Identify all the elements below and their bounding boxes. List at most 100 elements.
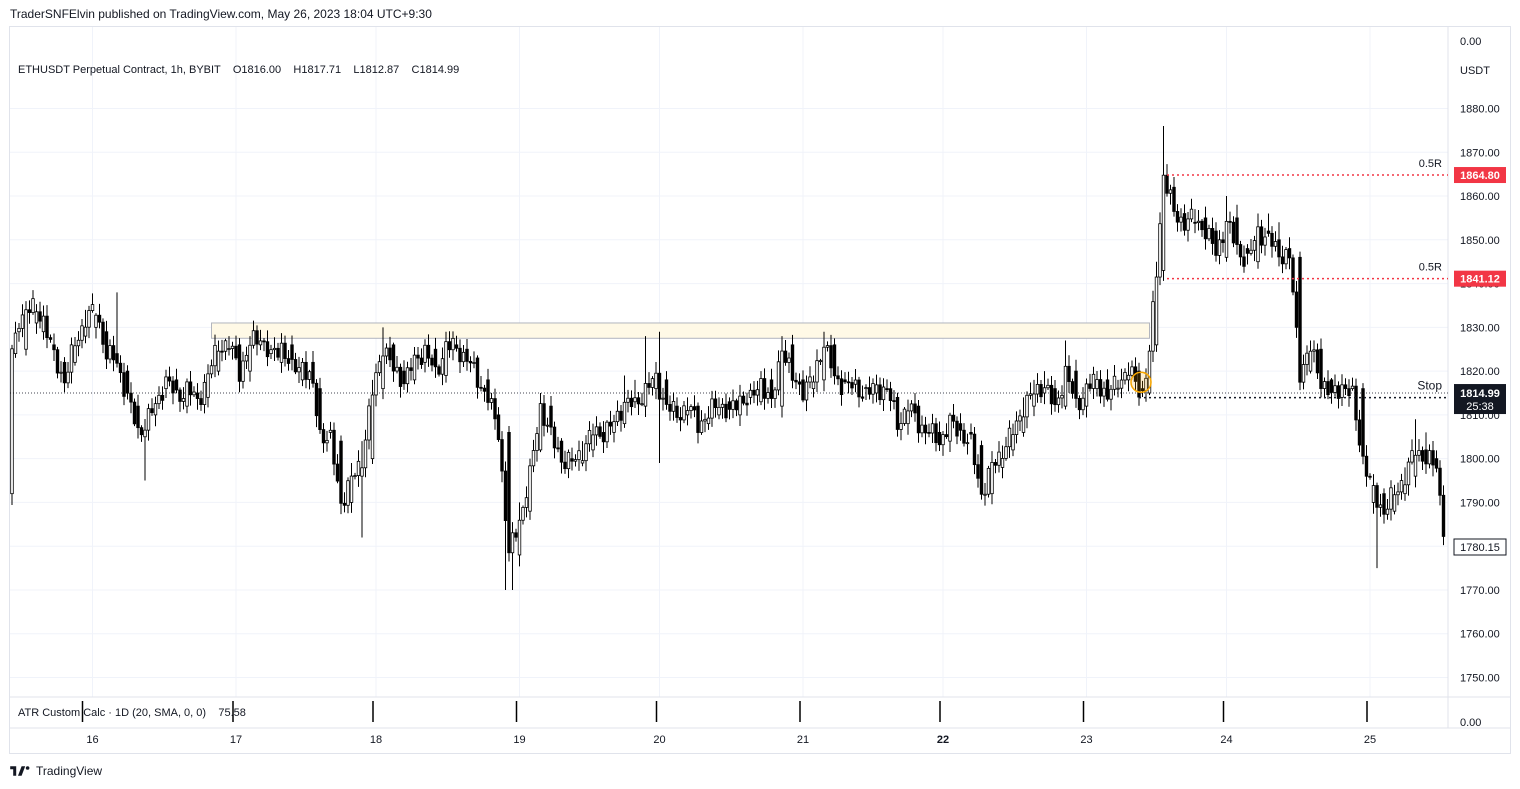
candle-body <box>843 379 847 383</box>
candle-body <box>402 370 406 385</box>
candle-body <box>832 344 837 377</box>
candle-body <box>1343 384 1348 390</box>
candle-body <box>1291 257 1295 293</box>
candle-body <box>1032 393 1036 407</box>
tradingview-brand[interactable]: TradingView <box>10 764 102 778</box>
candle-body <box>153 403 158 416</box>
candle-body <box>1165 174 1169 194</box>
candle-body <box>290 344 294 360</box>
candle-body <box>650 378 655 388</box>
candle-body <box>1172 186 1176 212</box>
candle-body <box>104 331 109 360</box>
candle-body <box>1158 223 1162 278</box>
candle-body <box>1375 485 1379 508</box>
candle-body <box>349 475 354 503</box>
candle-body <box>678 417 683 421</box>
candle-body <box>146 408 151 431</box>
candle-body <box>787 357 791 363</box>
candle-body <box>1021 416 1026 433</box>
candle-body <box>577 450 581 460</box>
candle-body <box>783 350 788 363</box>
candle-body <box>1025 394 1029 418</box>
candle-body <box>846 381 851 384</box>
candle-body <box>1067 365 1071 382</box>
candle-body <box>776 361 781 391</box>
candle-body <box>531 450 536 467</box>
candle-body <box>738 395 742 416</box>
candle-body <box>45 315 49 339</box>
candle-body <box>951 414 956 422</box>
candle-body <box>409 367 413 371</box>
candle-body <box>808 376 812 383</box>
candle-body <box>171 380 175 394</box>
candle-body <box>66 371 70 384</box>
candle-body <box>671 401 676 412</box>
candle-body <box>1364 455 1369 477</box>
indicator-bars <box>81 701 1368 722</box>
candle-body <box>675 405 679 418</box>
candle-body <box>1200 220 1204 231</box>
candle-body <box>1196 220 1201 224</box>
candle-body <box>549 405 553 428</box>
candle-body <box>559 440 564 463</box>
candle-body <box>1389 487 1393 510</box>
candle-body <box>269 349 273 355</box>
candle-body <box>10 348 14 495</box>
candle-body <box>87 310 91 328</box>
candle-body <box>31 298 35 313</box>
candle-body <box>493 398 497 420</box>
candle-body <box>17 327 21 333</box>
candle-body <box>188 381 193 396</box>
candle-body <box>440 358 445 375</box>
candle-body <box>69 344 74 373</box>
candle-body <box>472 362 476 364</box>
candle-body <box>521 507 525 521</box>
indicator-legend: ATR Custom Calc · 1D (20, SMA, 0, 0) 75.… <box>18 707 246 719</box>
candle-body <box>615 410 620 423</box>
candle-body <box>517 519 522 556</box>
candle-body <box>503 470 508 522</box>
candle-body <box>1161 174 1166 271</box>
candle-body <box>458 347 462 363</box>
y-tick-label: 1860.00 <box>1460 191 1500 203</box>
candle-body <box>958 423 963 431</box>
candle-body <box>703 418 707 422</box>
candle-body <box>451 337 455 351</box>
candle-body <box>1042 387 1047 394</box>
candle-body <box>185 381 189 407</box>
candle-body <box>101 321 105 345</box>
candle-body <box>1130 366 1134 376</box>
candle-body <box>24 309 28 350</box>
candle-body <box>1259 226 1264 246</box>
candle-body <box>423 344 427 363</box>
candle-body <box>237 344 242 382</box>
candle-body <box>860 396 865 399</box>
x-tick-label: 21 <box>797 734 809 746</box>
candle-body <box>976 464 980 479</box>
candle-body <box>1420 450 1425 462</box>
candle-body <box>139 427 144 436</box>
candle-body <box>682 405 686 421</box>
candle-body <box>1193 221 1197 224</box>
candle-body <box>587 430 592 445</box>
candle-body <box>1084 383 1089 407</box>
candle-body <box>94 314 98 328</box>
last-price-label: 1814.99 <box>1460 388 1500 400</box>
candle-body <box>129 392 133 403</box>
candle-body <box>594 426 599 436</box>
chart-frame <box>9 26 1511 754</box>
candle-body <box>1091 373 1096 389</box>
candle-body <box>293 359 298 373</box>
candle-body <box>762 378 767 399</box>
candle-body <box>1151 301 1155 352</box>
candle-body <box>1168 189 1173 194</box>
candle-body <box>1119 379 1124 389</box>
candle-body <box>864 387 868 390</box>
candle-body <box>321 429 326 444</box>
y-tick-label: 1820.00 <box>1460 366 1500 378</box>
candle-body <box>713 398 718 409</box>
candle-body <box>143 429 147 438</box>
candle-body <box>1361 388 1365 457</box>
candle-body <box>1231 221 1236 244</box>
